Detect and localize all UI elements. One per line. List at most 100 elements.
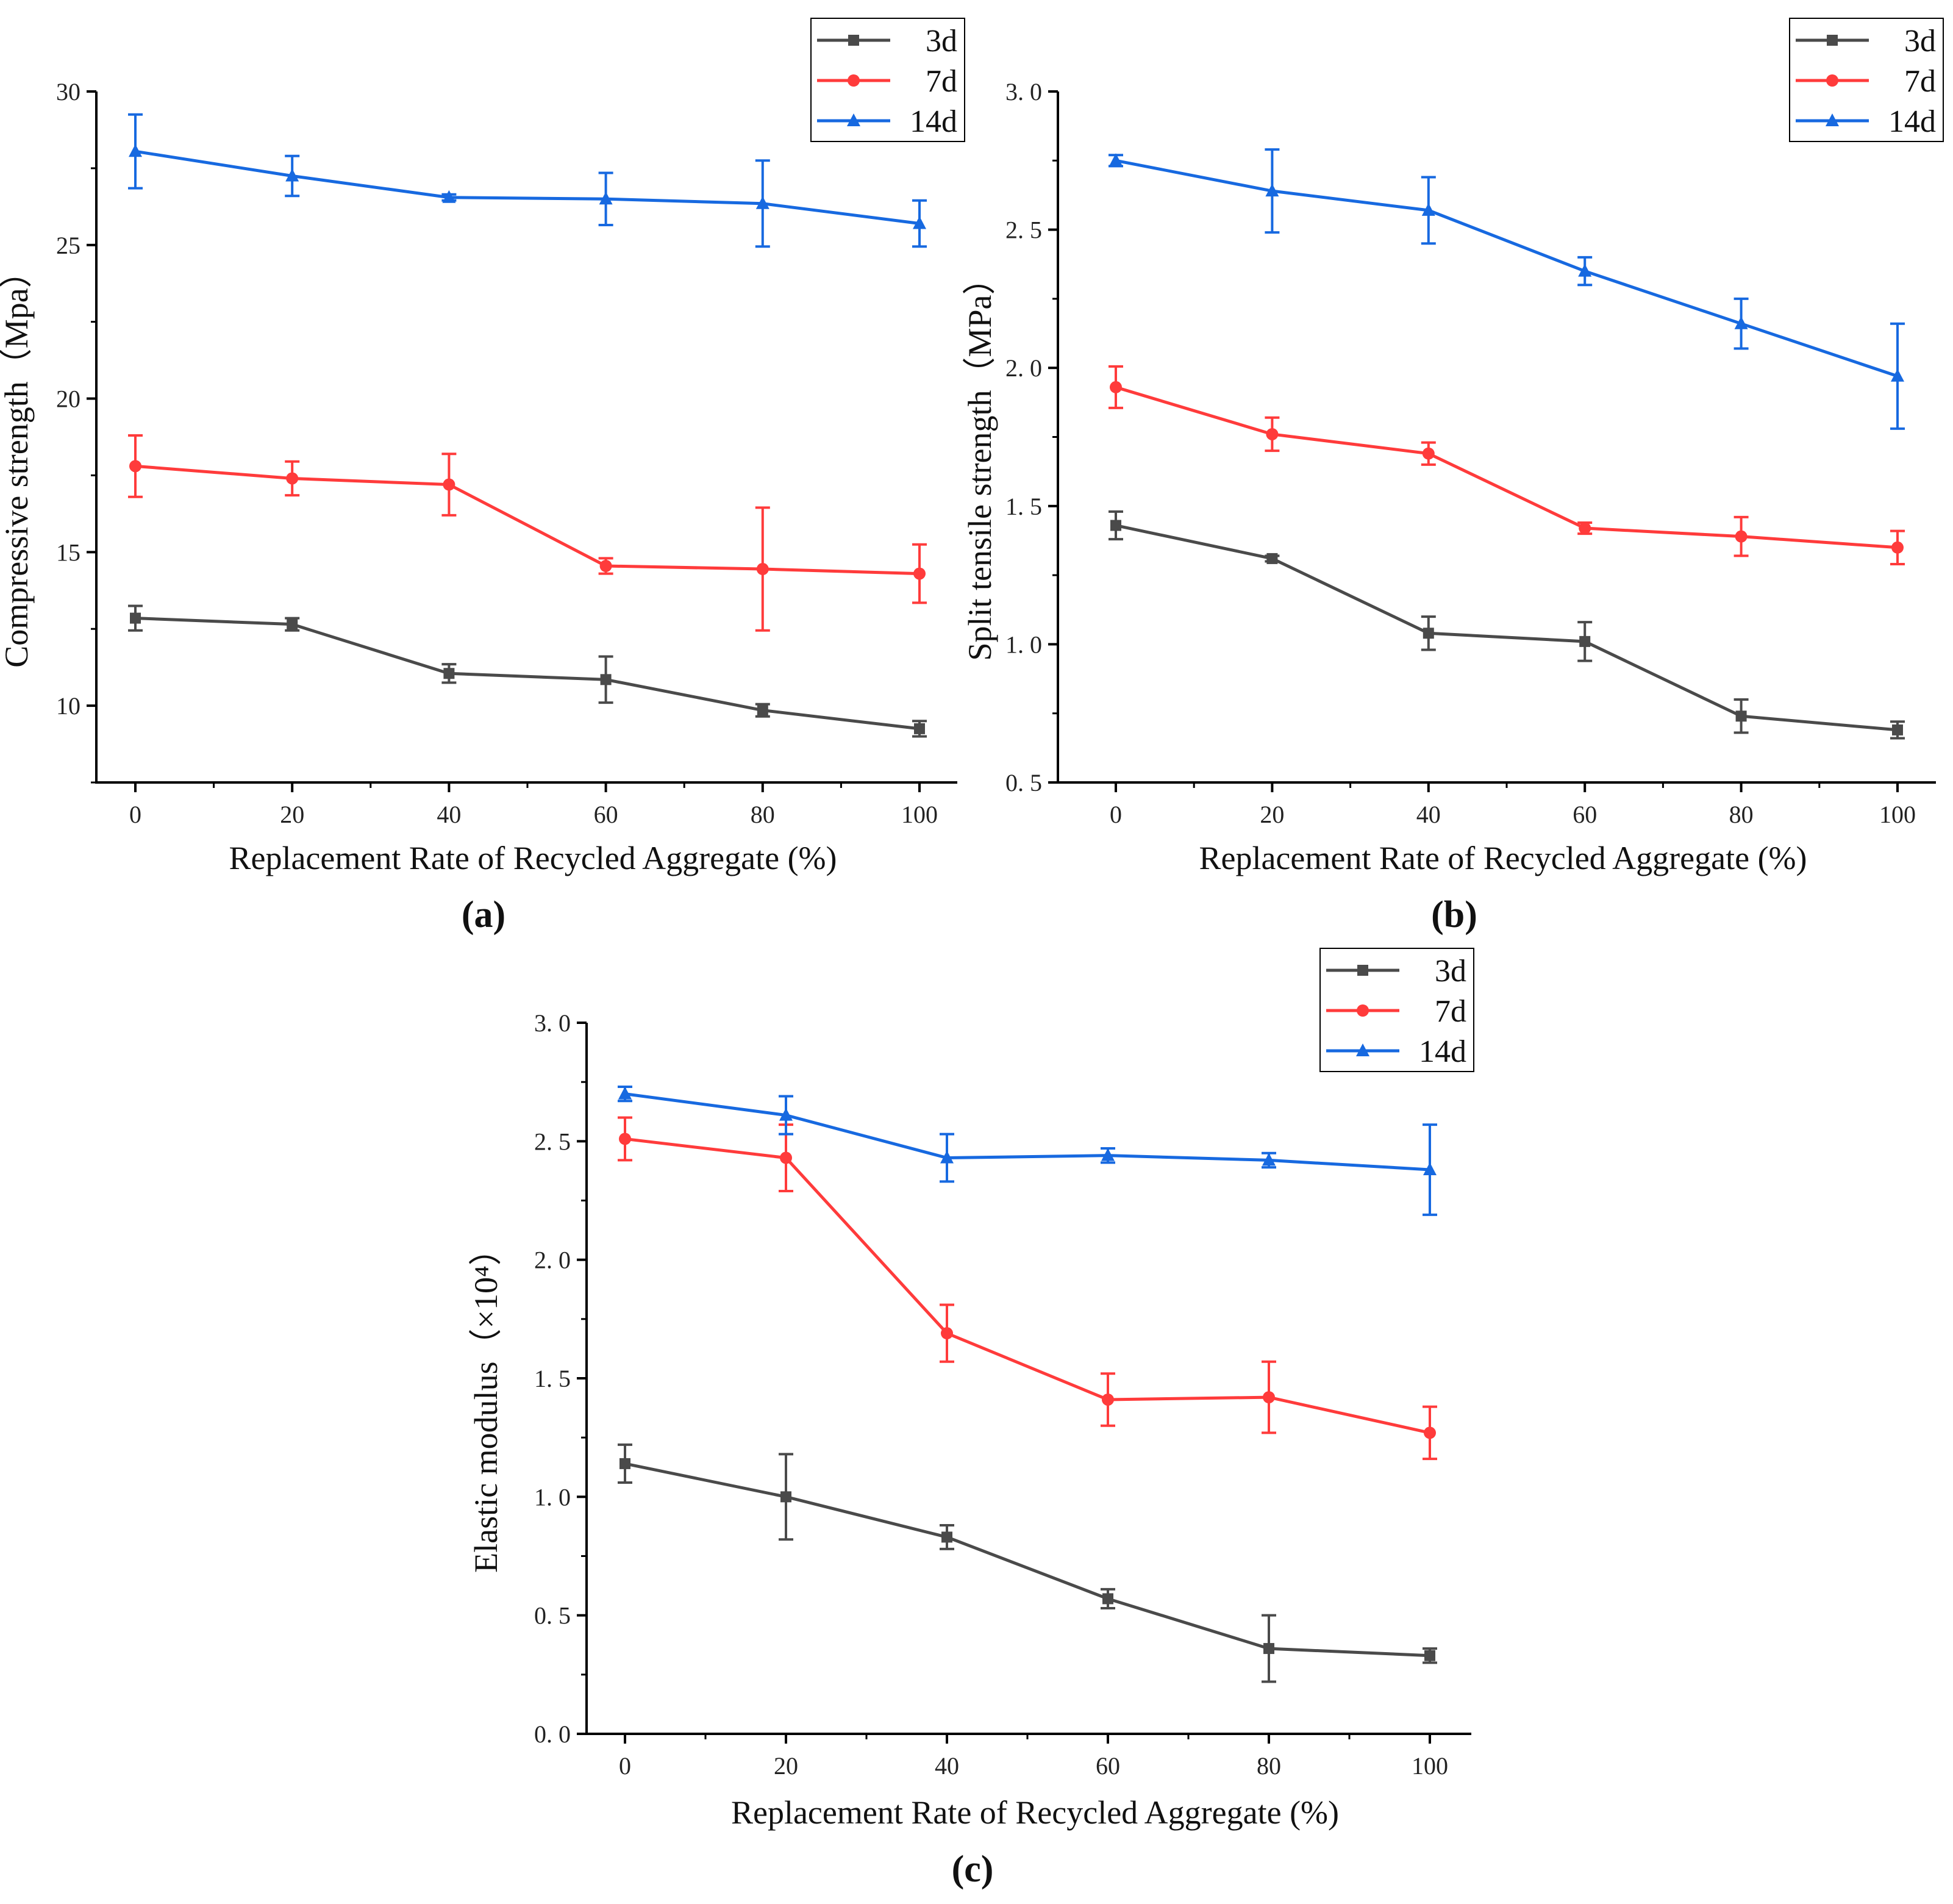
data-point [913,567,926,580]
panel-label: (a) [462,894,505,936]
legend: 3d 7d 14d [1789,18,1944,142]
x-tick-label: 40 [437,801,461,828]
data-point [1110,381,1122,393]
legend-marker-14d [1826,113,1839,126]
legend-marker-3d [1357,965,1368,976]
data-point [443,478,455,491]
x-tick-label: 80 [1257,1752,1281,1780]
data-point [757,704,768,716]
data-point [1734,316,1748,329]
data-point [1424,1650,1435,1661]
series-line-3d [135,617,920,731]
series-3d [1109,510,1905,740]
data-point [1102,1593,1113,1605]
data-point [618,1086,632,1100]
data-point [599,191,613,205]
y-tick-label: 15 [56,539,80,566]
data-point [1266,553,1278,564]
y-tick-label: 2. 5 [1005,217,1042,244]
data-point [129,144,142,157]
data-point [442,190,456,203]
data-point [286,472,299,485]
data-point [443,668,455,679]
legend-label: 3d [926,24,957,59]
legend: 3d 7d 14d [810,18,965,142]
data-point [619,1133,631,1145]
data-point [756,563,769,576]
y-tick-label: 1. 5 [534,1365,571,1392]
data-point [1422,447,1435,460]
y-tick-label: 0. 5 [1005,769,1042,796]
chart-c: 0. 0 0. 5 1. 0 1. 5 2. 0 2. 5 3. 0 0 20 40 60 80 100… [468,948,1474,1890]
data-point [941,1327,953,1340]
data-point [1735,530,1748,543]
legend-label: 14d [1419,1034,1466,1069]
x-tick-label: 100 [1412,1752,1448,1780]
legend-marker-3d [1827,35,1838,46]
data-point [1423,628,1434,639]
data-point [779,1108,793,1121]
legend-label: 7d [1435,994,1466,1029]
y-tick-label: 1. 0 [1005,631,1042,658]
x-tick-label: 20 [774,1752,798,1780]
y-axis-title: Compressive strength（Mpa） [0,255,35,667]
data-point [1421,202,1435,216]
series-line-3d [1115,524,1898,732]
x-tick-label: 20 [1260,801,1284,828]
series-7d [618,1116,1437,1461]
legend-label: 14d [1888,104,1936,139]
data-point [1735,710,1747,722]
legend-marker-7d [1357,1004,1369,1017]
series-14d [1109,148,1905,430]
data-point [1110,520,1121,531]
data-point [1424,1426,1436,1439]
data-point [285,168,299,182]
y-tick-label: 1. 5 [1005,493,1042,520]
data-point [599,559,612,572]
data-point [1891,541,1904,554]
data-point [780,1491,791,1503]
x-tick-label: 100 [1879,801,1916,828]
data-point [619,1458,630,1469]
data-point [1263,1391,1275,1404]
series-7d [128,434,927,632]
chart-b: 0. 5 1. 0 1. 5 2. 0 2. 5 3. 0 0 20 40 60 80 100 Repl… [962,18,1944,936]
x-tick-label: 40 [935,1752,959,1780]
legend-marker-14d [847,113,860,126]
panel-label: (c) [952,1849,994,1890]
x-axis-title: Replacement Rate of Recycled Aggregate (… [229,840,837,876]
series-3d [128,604,927,738]
y-tick-label: 0. 5 [534,1602,571,1630]
series-line-7d [135,464,920,576]
x-axis-title: Replacement Rate of Recycled Aggregate (… [731,1794,1339,1831]
x-tick-label: 40 [1416,801,1441,828]
series-14d [128,113,927,248]
x-tick-label: 0 [129,801,141,828]
data-point [130,612,141,624]
data-point [913,216,926,229]
data-point [1579,522,1591,535]
y-tick-label: 2. 5 [534,1128,571,1155]
panel-label: (b) [1431,894,1477,936]
data-point [940,1150,954,1164]
series-line-14d [624,1092,1430,1172]
y-tick-label: 2. 0 [1005,354,1042,382]
data-point [1109,153,1123,166]
data-point [1891,368,1904,382]
x-tick-label: 0 [1110,801,1122,828]
data-point [1101,1148,1115,1161]
series-line-7d [624,1137,1430,1434]
legend-label: 3d [1904,24,1936,59]
y-tick-label: 30 [56,78,80,106]
series-14d [618,1085,1437,1216]
legend-label: 7d [926,64,957,99]
x-tick-label: 100 [901,801,938,828]
data-point [129,460,141,473]
legend-label: 14d [910,104,957,139]
y-tick-label: 10 [56,692,80,720]
data-point [1578,263,1592,277]
x-tick-label: 60 [594,801,618,828]
legend-label: 3d [1435,954,1466,989]
data-point [1423,1162,1437,1175]
data-point [755,196,769,209]
